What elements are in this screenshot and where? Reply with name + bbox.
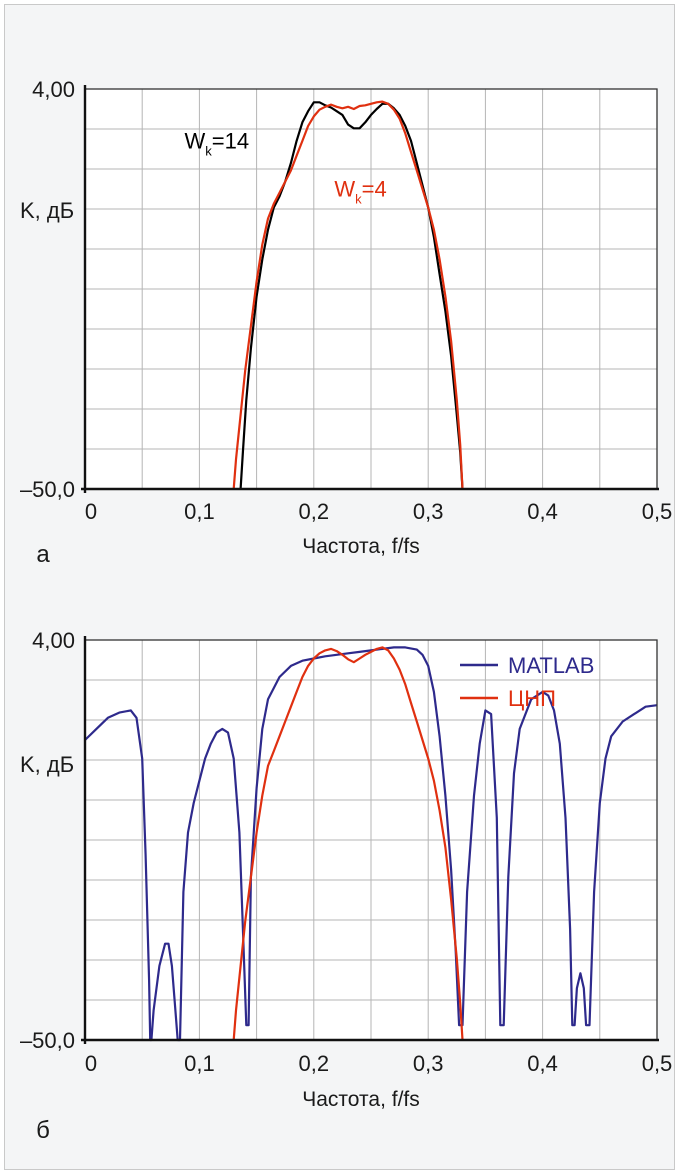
x-tick-label: 0,3 [413,1051,444,1076]
legend: MATLAB ЦНП [460,653,594,711]
y-tick-label: –50,0 [20,1028,75,1053]
series-line-1 [232,100,464,490]
chart-panel-b: 0 0,1 0,2 0,3 0,4 0,5 4,00 –50,0 K, дБ Частота, f… [20,628,672,1144]
x-tick-label: 0,1 [184,1051,215,1076]
y-tick-label: –50,0 [20,477,75,502]
x-tick-label: 0,4 [527,1051,558,1076]
x-tick-label: 0 [85,499,97,524]
x-tick-label: 0,3 [413,499,444,524]
legend-label-0: MATLAB [508,653,594,678]
chart-panel-a: 0 0,1 0,2 0,3 0,4 0,5 4,00 –50,0 K, дБ Частота, f… [20,77,672,568]
y-axis-label: K, дБ [20,198,74,223]
y-tick-label: 4,00 [32,628,75,653]
x-tick-label: 0 [85,1051,97,1076]
x-axis-label: Частота, f/fs [302,535,420,558]
x-tick-label: 0,4 [527,499,558,524]
x-tick-label: 0,5 [642,1051,673,1076]
x-tick-label: 0,1 [184,499,215,524]
x-axis-label: Частота, f/fs [302,1088,420,1111]
y-axis-label: K, дБ [20,752,74,777]
x-tick-label: 0,2 [299,499,330,524]
panel-label: а [36,541,50,568]
series-line-1 [232,646,464,1041]
x-tick-label: 0,5 [642,499,673,524]
series-label-0: Wk=14 [185,128,250,158]
legend-label-1: ЦНП [508,686,556,711]
y-tick-label: 4,00 [32,77,75,102]
x-tick-label: 0,2 [299,1051,330,1076]
series-label-1: Wk=4 [334,176,386,206]
panel-label: б [36,1117,50,1144]
